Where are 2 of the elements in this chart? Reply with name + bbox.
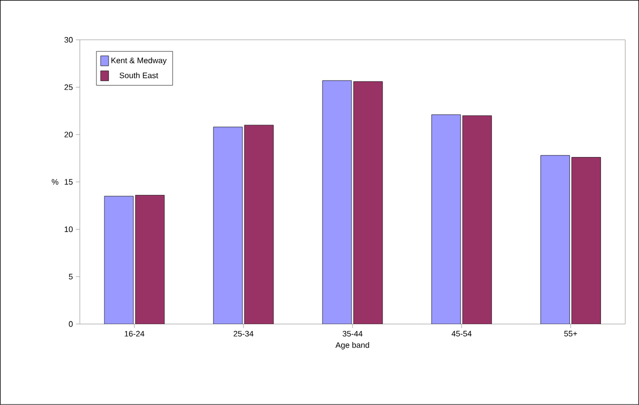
bar	[135, 195, 165, 324]
bar	[104, 196, 134, 324]
